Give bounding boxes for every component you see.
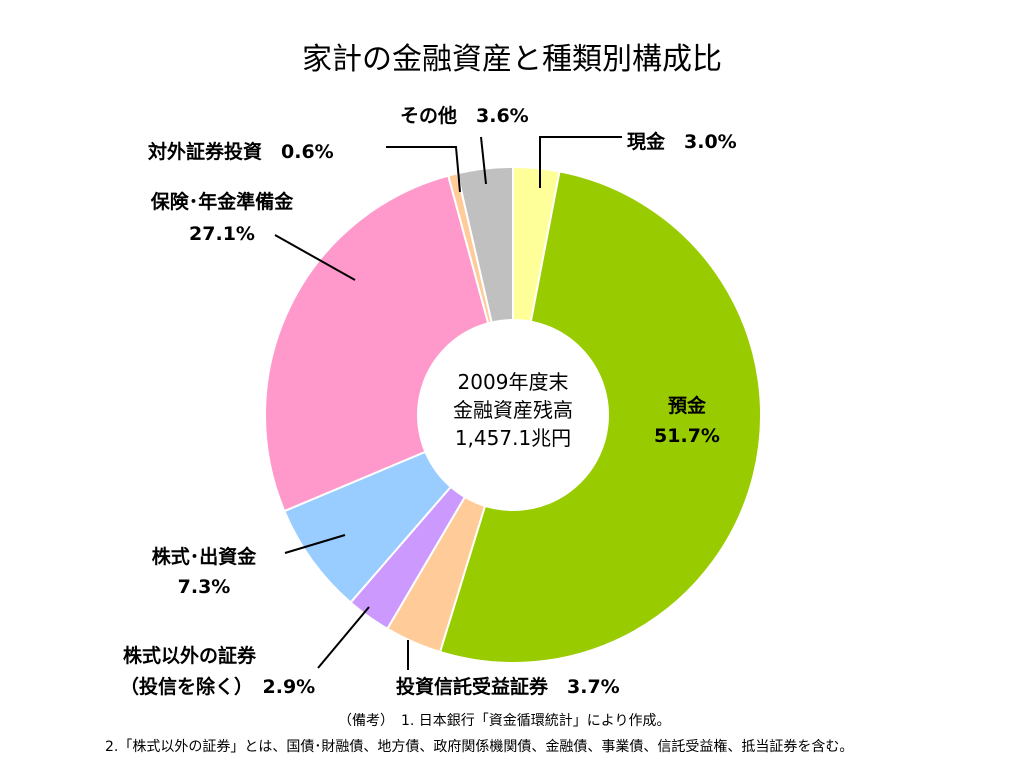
chart-title: 家計の金融資産と種類別構成比 — [302, 42, 722, 77]
leader-line-securities — [317, 606, 370, 669]
center-text-label: 金融資産残高 — [453, 398, 573, 422]
note-line-1: （備考） 1. 日本銀行「資金循環統計」により作成。 — [338, 713, 671, 729]
leader-line-other — [480, 136, 487, 185]
label-securities-value: （投信を除く） 2.9% — [120, 675, 315, 698]
label-foreign-securities: 対外証券投資 0.6% — [147, 140, 334, 163]
leader-line-foreign — [386, 146, 461, 193]
label-cash: 現金 3.0% — [627, 130, 737, 153]
center-text-total: 1,457.1兆円 — [455, 426, 571, 450]
donut-hole — [417, 319, 609, 511]
label-other: その他 3.6% — [400, 104, 529, 127]
leader-line-insurance — [274, 234, 356, 281]
note-line-2: 2.「株式以外の証券」とは、国債･財融債、地方債、政府関係機関債、金融債、事業債… — [105, 738, 853, 755]
label-stocks: 株式･出資金 — [152, 545, 258, 568]
label-insurance-value: 27.1% — [189, 223, 255, 245]
leader-lines — [274, 136, 622, 670]
label-deposits-value: 51.7% — [654, 425, 720, 447]
leader-line-stocks — [284, 534, 346, 554]
center-text-year: 2009年度末 — [458, 370, 569, 394]
label-deposits: 預金 — [668, 394, 707, 417]
label-securities: 株式以外の証券 — [123, 644, 257, 667]
leader-line-cash — [539, 136, 622, 188]
label-insurance: 保険･年金準備金 — [150, 190, 295, 213]
label-stocks-value: 7.3% — [178, 576, 231, 598]
label-investment-trusts: 投資信託受益証券 3.7% — [396, 675, 620, 698]
